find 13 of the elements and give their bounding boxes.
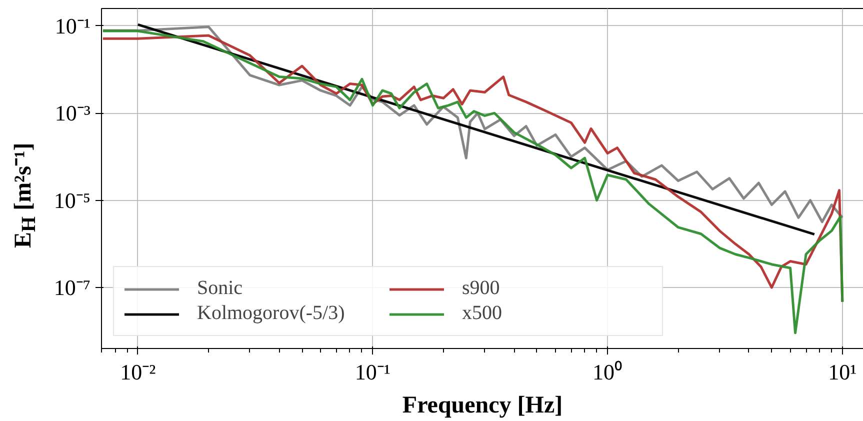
y-tick-label: 10⁻⁵ (54, 188, 90, 213)
legend-label: Sonic (197, 277, 244, 300)
x-tick-label: 10⁻¹ (354, 360, 391, 384)
x-axis-title: Frequency [Hz] (402, 392, 563, 418)
y-tick-label: 10⁻³ (54, 100, 91, 126)
x-tick-label: 10¹ (828, 360, 857, 384)
y-tick-label: 10⁻⁷ (54, 275, 90, 300)
legend-label: x500 (462, 302, 503, 325)
legend-label: s900 (462, 277, 501, 300)
y-tick-label: 10⁻¹ (54, 13, 91, 38)
legend-label: Kolmogorov(-5/3) (197, 302, 346, 325)
x-tick-label: 10⁻² (120, 360, 156, 384)
x-tick-label: 10⁰ (592, 360, 623, 384)
